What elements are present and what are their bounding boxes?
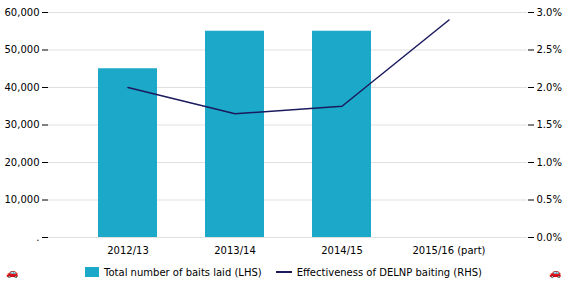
svg-text:2013/14: 2013/14 [214,245,256,256]
svg-text:.: . [36,232,39,243]
svg-text:10,000: 10,000 [5,194,40,205]
svg-text:3.0%: 3.0% [537,7,562,18]
html-text:Total number of baits laid (LH: Total number of baits laid (LHS) [104,266,262,278]
html-text:Effectiveness of DELNP baiting: Effectiveness of DELNP baiting (RHS) [296,266,482,278]
svg-text:30,000: 30,000 [5,119,40,130]
svg-text:60,000: 60,000 [5,7,40,18]
svg-text:2015/16 (part): 2015/16 (part) [412,245,485,256]
svg-text:50,000: 50,000 [5,44,40,55]
svg-text:1.5%: 1.5% [537,119,562,130]
svg-text:2.0%: 2.0% [537,82,562,93]
svg-text:1.0%: 1.0% [537,157,562,168]
svg-text:40,000: 40,000 [5,82,40,93]
svg-text:2014/15: 2014/15 [321,245,363,256]
svg-text:2.5%: 2.5% [537,44,562,55]
svg-text:0.0%: 0.0% [537,232,562,243]
svg-text:2012/13: 2012/13 [107,245,149,256]
svg-text:20,000: 20,000 [5,157,40,168]
svg-text:0.5%: 0.5% [537,194,562,205]
